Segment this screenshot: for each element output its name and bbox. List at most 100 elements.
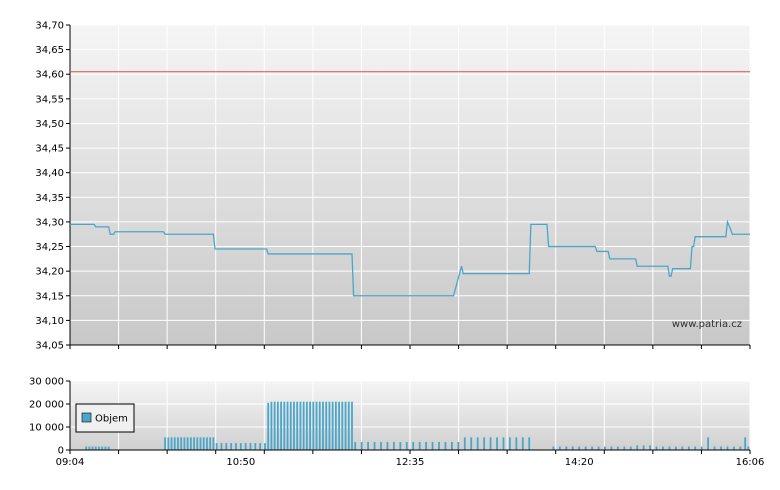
volume-bar <box>674 446 677 450</box>
volume-bar <box>700 446 703 450</box>
volume-bar <box>470 437 473 450</box>
volume-bar <box>244 443 247 450</box>
volume-bar <box>296 401 299 450</box>
volume-bar <box>386 441 389 450</box>
volume-bar <box>101 446 104 450</box>
volume-bar <box>565 446 568 450</box>
volume-bar <box>463 437 466 450</box>
volume-bar <box>668 446 671 450</box>
price-y-tick-label: 34,20 <box>35 267 64 278</box>
volume-bar <box>655 446 658 450</box>
price-y-tick-label: 34,70 <box>35 21 64 32</box>
volume-bar <box>354 441 357 450</box>
volume-bar <box>425 441 428 450</box>
price-series-line <box>70 219 750 297</box>
volume-bar <box>173 437 176 450</box>
volume-bar <box>418 441 421 450</box>
volume-bar <box>312 401 315 450</box>
volume-bar <box>747 446 750 450</box>
volume-bar <box>392 441 395 450</box>
volume-bars <box>85 401 750 450</box>
volume-bar <box>98 446 100 450</box>
volume-bar <box>502 437 505 450</box>
price-y-tick-label: 34,40 <box>35 168 64 179</box>
volume-bar <box>104 446 107 450</box>
volume-bar <box>315 401 318 450</box>
volume-bar <box>289 401 292 450</box>
volume-grid <box>70 380 751 450</box>
volume-bar <box>239 443 242 450</box>
volume-bar <box>328 401 331 450</box>
volume-bar <box>431 441 434 450</box>
volume-bar <box>318 401 321 450</box>
volume-bar <box>591 446 593 450</box>
volume-bar <box>438 441 440 450</box>
volume-bar <box>509 437 511 450</box>
price-y-tick-label: 34,30 <box>35 217 64 228</box>
volume-bar <box>325 401 328 450</box>
volume-bar <box>88 446 91 450</box>
volume-bar <box>687 446 690 450</box>
volume-bar <box>212 437 215 450</box>
volume-bar <box>302 401 305 450</box>
volume-bar <box>309 401 311 450</box>
x-tick-label: 12:35 <box>396 457 425 468</box>
x-tick-label: 16:06 <box>736 457 765 468</box>
volume-bar <box>483 437 486 450</box>
volume-panel: 0 10 000 20 000 30 000 09:04 10:50 12:35 14:20… <box>29 377 764 469</box>
volume-bar <box>254 443 257 450</box>
volume-bar <box>264 443 266 450</box>
volume-bar <box>283 401 286 450</box>
volume-bar <box>380 441 382 450</box>
volume-bar <box>476 437 479 450</box>
volume-bar <box>230 443 233 450</box>
volume-y-tick-label: 20 000 <box>29 400 64 411</box>
volume-bar <box>189 437 192 450</box>
volume-bar <box>457 441 460 450</box>
volume-bar <box>373 441 376 450</box>
volume-bar <box>347 401 350 450</box>
volume-bar <box>220 443 223 450</box>
volume-bar <box>558 446 561 450</box>
volume-bar <box>276 401 279 450</box>
volume-bar <box>720 446 722 450</box>
volume-bar <box>351 401 353 450</box>
price-y-tick-label: 34,05 <box>35 341 64 352</box>
volume-bar <box>235 443 237 450</box>
volume-bar <box>496 437 498 450</box>
volume-bar <box>412 441 415 450</box>
volume-bar <box>280 401 282 450</box>
volume-bar <box>215 443 218 450</box>
volume-bar <box>259 443 262 450</box>
volume-bar <box>183 437 186 450</box>
volume-bar <box>107 446 110 450</box>
volume-bar <box>597 446 600 450</box>
volume-bar <box>726 446 729 450</box>
volume-bar <box>286 401 289 450</box>
volume-bar <box>610 446 613 450</box>
volume-bar <box>681 446 684 450</box>
price-y-tick-label: 34,50 <box>35 119 64 130</box>
volume-bar <box>694 446 697 450</box>
volume-bar <box>444 441 447 450</box>
volume-bar <box>552 446 555 450</box>
volume-bar <box>91 446 94 450</box>
volume-bar <box>451 441 453 450</box>
volume-bar <box>167 437 170 450</box>
volume-bar <box>707 437 709 450</box>
volume-legend: Objem <box>75 403 135 433</box>
volume-bar <box>202 437 205 450</box>
legend-swatch <box>81 412 92 423</box>
volume-bar <box>578 446 581 450</box>
volume-bar <box>649 445 651 450</box>
volume-bar <box>604 446 606 450</box>
price-grid <box>70 24 751 345</box>
x-tick-label: 09:04 <box>56 457 85 468</box>
volume-bar <box>636 445 639 450</box>
volume-bar <box>341 401 344 450</box>
volume-bar <box>515 437 518 450</box>
price-y-tick-label: 34,65 <box>35 45 64 56</box>
watermark: www.patria.cz <box>672 319 742 330</box>
volume-bar <box>225 443 228 450</box>
